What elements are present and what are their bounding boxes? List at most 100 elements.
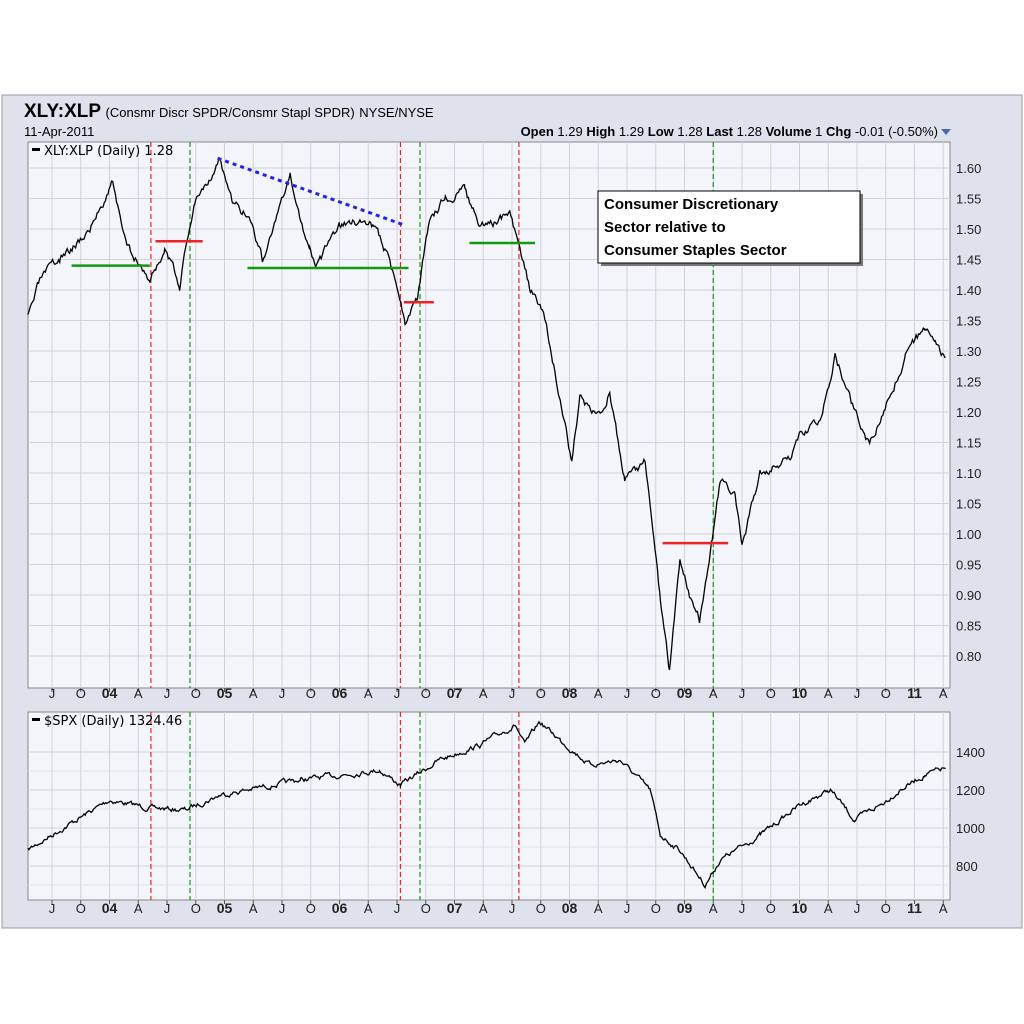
quote-bar: Open 1.29 High 1.29 Low 1.28 Last 1.28 V… <box>521 124 938 139</box>
y-tick-label: 1.55 <box>956 192 981 207</box>
x-tick-label: O <box>536 901 546 916</box>
x-tick-label: 05 <box>217 900 233 916</box>
x-tick-label: O <box>881 686 891 701</box>
spx-plot-area <box>27 711 951 901</box>
y-tick-label: 1.35 <box>956 314 981 329</box>
x-tick-label: O <box>191 901 201 916</box>
x-tick-label: J <box>279 901 286 916</box>
y-tick-label: 0.80 <box>956 649 981 664</box>
x-tick-label: 07 <box>447 685 463 701</box>
x-tick-label: A <box>594 901 603 916</box>
quote-label: Open <box>521 124 558 139</box>
x-tick-label: A <box>824 686 833 701</box>
x-tick-label: J <box>624 686 631 701</box>
y-tick-label: 1.60 <box>956 161 981 176</box>
x-tick-label: J <box>624 901 631 916</box>
x-tick-label: J <box>509 686 516 701</box>
x-tick-label: A <box>939 901 948 916</box>
x-tick-label: 11 <box>907 685 922 701</box>
x-tick-label: A <box>479 686 488 701</box>
x-tick-label: O <box>536 686 546 701</box>
x-tick-label: 09 <box>677 900 693 916</box>
x-tick-label: O <box>76 686 86 701</box>
y-tick-label: 1.10 <box>956 466 981 481</box>
y-tick-label: 1.25 <box>956 375 981 390</box>
x-tick-label: J <box>739 901 746 916</box>
x-tick-label: J <box>509 901 516 916</box>
quote-label: Volume <box>762 124 815 139</box>
x-tick-label: A <box>824 901 833 916</box>
y-tick-label: 1200 <box>956 783 985 798</box>
annotation-line-2: Sector relative to <box>604 219 726 236</box>
x-tick-label: O <box>766 686 776 701</box>
x-tick-label: O <box>306 686 316 701</box>
x-tick-label: J <box>49 686 56 701</box>
x-tick-label: J <box>164 901 171 916</box>
x-tick-label: O <box>651 686 661 701</box>
x-tick-label: A <box>479 901 488 916</box>
y-tick-label: 0.95 <box>956 558 981 573</box>
y-tick-label: 1.40 <box>956 283 981 298</box>
x-tick-label: J <box>854 901 861 916</box>
y-tick-label: 1.50 <box>956 222 981 237</box>
y-tick-label: 1.05 <box>956 497 981 512</box>
quote-value: -0.01 (-0.50%) <box>855 124 938 139</box>
quote-label: Low <box>644 124 677 139</box>
legend-swatch-spx <box>32 718 40 721</box>
x-tick-label: O <box>421 901 431 916</box>
x-tick-label: O <box>881 901 891 916</box>
dropdown-triangle-icon[interactable] <box>941 129 951 135</box>
y-tick-label: 1400 <box>956 745 985 760</box>
quote-value: 1.29 <box>619 124 644 139</box>
x-tick-label: 08 <box>562 685 578 701</box>
quote-label: Chg <box>822 124 855 139</box>
quote-label: High <box>583 124 619 139</box>
x-tick-label: J <box>164 686 171 701</box>
annotation-line-3: Consumer Staples Sector <box>604 242 787 259</box>
spx-price-line <box>27 720 947 890</box>
svg-text:XLY:XLP (Consmr Discr SPDR/Con: XLY:XLP (Consmr Discr SPDR/Consmr Stapl … <box>24 101 434 122</box>
quote-value: 1.28 <box>737 124 762 139</box>
x-tick-label: O <box>421 686 431 701</box>
x-tick-label: O <box>651 901 661 916</box>
annotation-box: Consumer Discretionary Sector relative t… <box>597 190 863 266</box>
x-tick-label: O <box>766 901 776 916</box>
quote-date: 11-Apr-2011 <box>24 124 94 139</box>
y-tick-label: 0.90 <box>956 588 981 603</box>
symbol: XLY:XLP <box>24 101 101 122</box>
blue-trend-line <box>217 156 406 227</box>
x-tick-label: A <box>709 901 718 916</box>
x-tick-label: O <box>191 686 201 701</box>
x-tick-label: 06 <box>332 900 348 916</box>
x-tick-label: A <box>364 686 373 701</box>
y-tick-label: 1.30 <box>956 344 981 359</box>
y-tick-label: 1000 <box>956 821 985 836</box>
x-tick-label: 04 <box>102 900 118 916</box>
x-tick-label: A <box>249 686 258 701</box>
x-tick-label: 10 <box>792 685 808 701</box>
x-tick-label: J <box>394 686 401 701</box>
x-tick-label: A <box>134 901 143 916</box>
x-tick-label: J <box>49 901 56 916</box>
x-tick-label: J <box>279 686 286 701</box>
x-tick-label: J <box>394 901 401 916</box>
legend-xly-xlp: XLY:XLP (Daily) 1.28 <box>44 144 173 159</box>
x-tick-label: 08 <box>562 900 578 916</box>
quote-value: 1.29 <box>557 124 582 139</box>
y-tick-label: 1.15 <box>956 436 981 451</box>
x-tick-label: 07 <box>447 900 463 916</box>
x-tick-label: 11 <box>907 900 922 916</box>
x-tick-label: A <box>709 686 718 701</box>
x-tick-label: A <box>249 901 258 916</box>
x-tick-label: 06 <box>332 685 348 701</box>
x-tick-label: O <box>306 901 316 916</box>
y-tick-label: 1.45 <box>956 253 981 268</box>
x-tick-label: A <box>594 686 603 701</box>
x-tick-label: A <box>939 686 948 701</box>
x-tick-label: 09 <box>677 685 693 701</box>
annotation-line-1: Consumer Discretionary <box>604 196 779 213</box>
legend-swatch-xly <box>32 148 40 151</box>
legend-spx: $SPX (Daily) 1324.46 <box>44 714 182 729</box>
x-tick-label: 04 <box>102 685 118 701</box>
